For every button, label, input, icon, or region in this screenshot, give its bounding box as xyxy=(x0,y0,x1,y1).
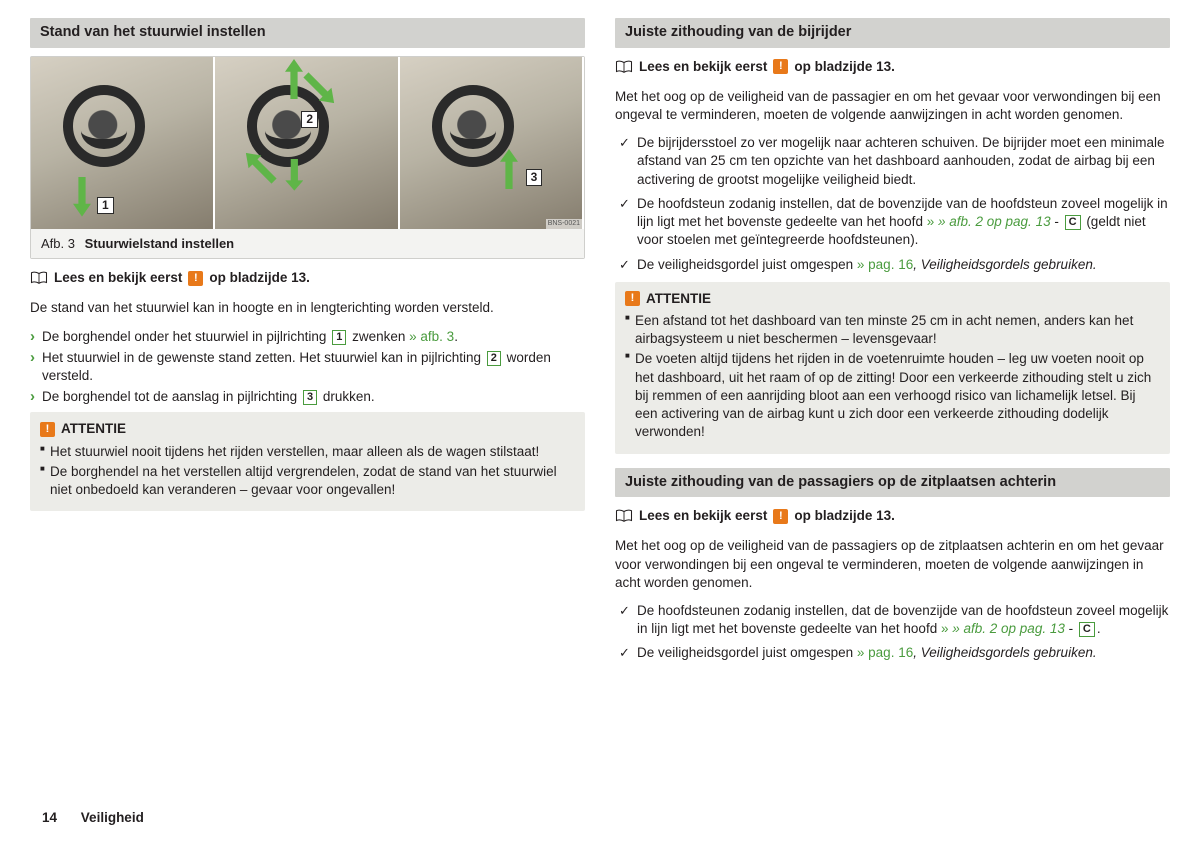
read-first-text-b: op bladzijde 13. xyxy=(209,269,310,287)
check-item: De veiligheidsgordel juist omgespen » pa… xyxy=(615,256,1170,274)
intro-passenger: Met het oog op de veiligheid van de pass… xyxy=(615,88,1170,124)
read-first-right-1: Lees en bekijk eerst ! op bladzijde 13. xyxy=(615,58,1170,76)
link-pag16[interactable]: » pag. 16 xyxy=(857,645,913,660)
intro-text: De stand van het stuurwiel kan in hoogte… xyxy=(30,299,585,317)
step-3: De borghendel tot de aanslag in pijlrich… xyxy=(30,388,585,406)
warning-icon: ! xyxy=(188,271,203,286)
attention-box-left: ! ATTENTIE Het stuurwiel nooit tijdens h… xyxy=(30,412,585,511)
attention-box-right: ! ATTENTIE Een afstand tot het dashboard… xyxy=(615,282,1170,454)
warning-icon: ! xyxy=(773,509,788,524)
figure-caption-number: Afb. 3 xyxy=(41,236,75,251)
footer-section: Veiligheid xyxy=(81,810,144,825)
figure-label-3: 3 xyxy=(526,169,543,186)
figure-3: 1 2 3 BNS-0021 Afb. 3 xyxy=(30,56,585,260)
figure-label-2: 2 xyxy=(301,111,318,128)
attention-heading: ! ATTENTIE xyxy=(625,290,1160,308)
page-footer: 14 Veiligheid xyxy=(42,809,144,827)
read-first-right-2: Lees en bekijk eerst ! op bladzijde 13. xyxy=(615,507,1170,525)
attention-heading: ! ATTENTIE xyxy=(40,420,575,438)
num-box-1: 1 xyxy=(332,330,346,345)
figure-images: 1 2 3 BNS-0021 xyxy=(31,57,584,229)
link-afb2[interactable]: » » afb. 2 op pag. 13 xyxy=(927,214,1051,229)
attention-item: Een afstand tot het dashboard van ten mi… xyxy=(625,312,1160,348)
num-box-3: 3 xyxy=(303,390,317,405)
figure-panel-2: 2 xyxy=(215,57,399,229)
attention-item: De voeten altijd tijdens het rijden in d… xyxy=(625,350,1160,441)
letter-box-c: C xyxy=(1065,215,1081,230)
warning-icon: ! xyxy=(625,291,640,306)
section-header-passenger: Juiste zithouding van de bijrijder xyxy=(615,18,1170,48)
link-afb2[interactable]: » » afb. 2 op pag. 13 xyxy=(941,621,1065,636)
book-icon xyxy=(615,509,633,523)
intro-rear: Met het oog op de veiligheid van de pass… xyxy=(615,537,1170,592)
warning-icon: ! xyxy=(773,59,788,74)
attention-item: Het stuurwiel nooit tijdens het rijden v… xyxy=(40,443,575,461)
figure-caption: Afb. 3 Stuurwielstand instellen xyxy=(31,229,584,259)
figure-code: BNS-0021 xyxy=(546,219,582,228)
check-item: De hoofdsteunen zodanig instellen, dat d… xyxy=(615,602,1170,638)
letter-box-c: C xyxy=(1079,622,1095,637)
read-first-left: Lees en bekijk eerst ! op bladzijde 13. xyxy=(30,269,585,287)
figure-panel-3: 3 xyxy=(400,57,584,229)
figure-caption-title: Stuurwielstand instellen xyxy=(85,236,235,251)
link-afb3[interactable]: » afb. 3 xyxy=(409,329,454,344)
page-number: 14 xyxy=(42,810,57,825)
read-first-text-a: Lees en bekijk eerst xyxy=(54,269,182,287)
check-item: De veiligheidsgordel juist omgespen » pa… xyxy=(615,644,1170,662)
figure-panel-1: 1 xyxy=(31,57,215,229)
check-item: De bijrijdersstoel zo ver mogelijk naar … xyxy=(615,134,1170,189)
left-column: Stand van het stuurwiel instellen 1 2 xyxy=(30,18,585,669)
step-2: Het stuurwiel in de gewenste stand zette… xyxy=(30,349,585,385)
book-icon xyxy=(30,271,48,285)
num-box-2: 2 xyxy=(487,351,501,366)
section-header-rear: Juiste zithouding van de passagiers op d… xyxy=(615,468,1170,498)
book-icon xyxy=(615,60,633,74)
link-pag16[interactable]: » pag. 16 xyxy=(857,257,913,272)
warning-icon: ! xyxy=(40,422,55,437)
attention-item: De borghendel na het verstellen altijd v… xyxy=(40,463,575,499)
figure-label-1: 1 xyxy=(97,197,114,214)
step-1: De borghendel onder het stuurwiel in pij… xyxy=(30,328,585,346)
right-column: Juiste zithouding van de bijrijder Lees … xyxy=(615,18,1170,669)
section-header-steering: Stand van het stuurwiel instellen xyxy=(30,18,585,48)
check-item: De hoofdsteun zodanig instellen, dat de … xyxy=(615,195,1170,250)
